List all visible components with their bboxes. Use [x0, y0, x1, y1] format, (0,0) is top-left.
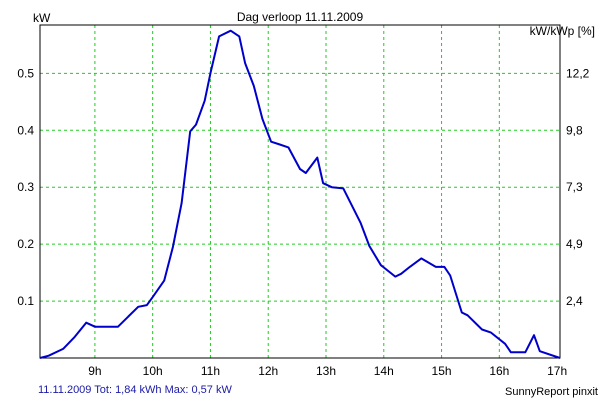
footer-credit: SunnyReport pinxit	[505, 386, 598, 398]
y-tick-label-right-4: 12,2	[566, 66, 590, 80]
y-tick-label-right-3: 9,8	[566, 123, 583, 137]
y-tick-label-left-1: 0.2	[17, 237, 34, 251]
y-tick-label-left-3: 0.4	[17, 123, 34, 137]
y-axis-label-left: kW	[33, 11, 51, 25]
y-tick-labels-left: 0.1 0.2 0.3 0.4 0.5	[17, 66, 34, 308]
x-tick-label-8: 17h	[547, 364, 567, 378]
x-tick-label-7: 16h	[489, 364, 509, 378]
chart-title: Dag verloop 11.11.2009	[237, 10, 364, 24]
footer-summary: 11.11.2009 Tot: 1,84 kWh Max: 0,57 kW	[38, 384, 232, 396]
series-line-0	[39, 29, 561, 359]
x-tick-label-0: 9h	[88, 364, 101, 378]
y-tick-label-left-4: 0.5	[17, 66, 34, 80]
series-layer	[39, 29, 561, 359]
x-tick-labels: 9h 10h 11h 12h 13h 14h 15h 16h 17h	[88, 364, 567, 378]
x-tick-label-4: 13h	[316, 364, 336, 378]
y-tick-label-left-0: 0.1	[17, 294, 34, 308]
x-tick-label-5: 14h	[374, 364, 394, 378]
y-tick-label-right-1: 4,9	[566, 237, 583, 251]
x-tick-label-6: 15h	[432, 364, 452, 378]
x-tick-label-3: 12h	[258, 364, 278, 378]
plot-background	[40, 25, 560, 358]
y-tick-labels-right: 2,4 4,9 7,3 9,8 12,2	[566, 66, 590, 308]
x-tick-label-1: 10h	[143, 364, 163, 378]
y-tick-label-right-0: 2,4	[566, 294, 583, 308]
plot-frame	[39, 24, 561, 359]
grid	[40, 25, 560, 358]
y-axis-label-right: kW/kWp [%]	[530, 24, 595, 38]
x-tick-label-2: 11h	[201, 364, 220, 378]
y-tick-label-right-2: 7,3	[566, 180, 583, 194]
y-tick-label-left-2: 0.3	[17, 180, 34, 194]
